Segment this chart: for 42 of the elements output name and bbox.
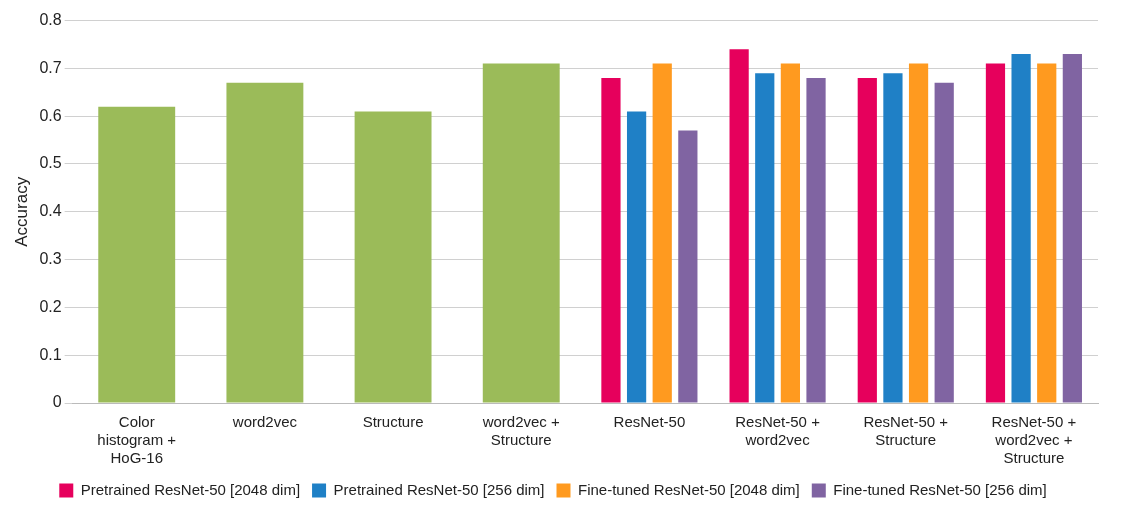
bar (857, 77, 877, 403)
bar (678, 130, 698, 403)
bar (729, 49, 749, 403)
y-tick-label: 0.7 (39, 58, 62, 76)
y-axis-title: Accuracy (11, 176, 31, 247)
bar (601, 77, 621, 403)
y-tick-label: 0.4 (39, 202, 62, 220)
bar (626, 111, 647, 403)
x-tick-label: ResNet-50 (613, 413, 686, 431)
bar (482, 63, 560, 403)
bar (354, 111, 432, 403)
bar (226, 82, 304, 403)
bar (934, 82, 954, 403)
bar (1062, 54, 1082, 403)
legend-label: Fine-tuned ResNet-50 [256 dim] (833, 480, 1047, 498)
x-tick-label: ResNet-50 + Structure (863, 413, 949, 449)
y-tick-label: 0 (52, 393, 62, 411)
y-tick-label: 0.3 (39, 250, 62, 268)
y-tick-label: 0.6 (39, 106, 62, 124)
bar (98, 106, 176, 403)
bar (652, 63, 672, 403)
x-tick-label: word2vec + Structure (481, 413, 561, 449)
bar (1011, 54, 1031, 403)
bar (908, 63, 929, 403)
bar (985, 63, 1006, 403)
legend-label: Pretrained ResNet-50 [2048 dim] (80, 480, 301, 498)
y-tick-label: 0.1 (39, 345, 62, 363)
x-tick-label: ResNet-50 + word2vec + Structure (991, 413, 1077, 467)
x-tick-label: ResNet-50 + word2vec (735, 413, 821, 449)
legend-label: Fine-tuned ResNet-50 [2048 dim] (578, 480, 800, 498)
x-tick-label: word2vec (231, 413, 298, 431)
legend-label: Pretrained ResNet-50 [256 dim] (333, 480, 545, 498)
x-tick-label: Color histogram + HoG-16 (97, 413, 177, 467)
bar (1037, 63, 1057, 403)
y-tick-label: 0.2 (39, 297, 62, 315)
x-tick-label: Structure (362, 413, 424, 431)
y-tick-label: 0.8 (39, 11, 62, 29)
y-tick-label: 0.5 (39, 154, 62, 172)
bar (883, 73, 903, 403)
bar (806, 77, 826, 403)
bar (780, 63, 801, 403)
bar (755, 73, 775, 403)
